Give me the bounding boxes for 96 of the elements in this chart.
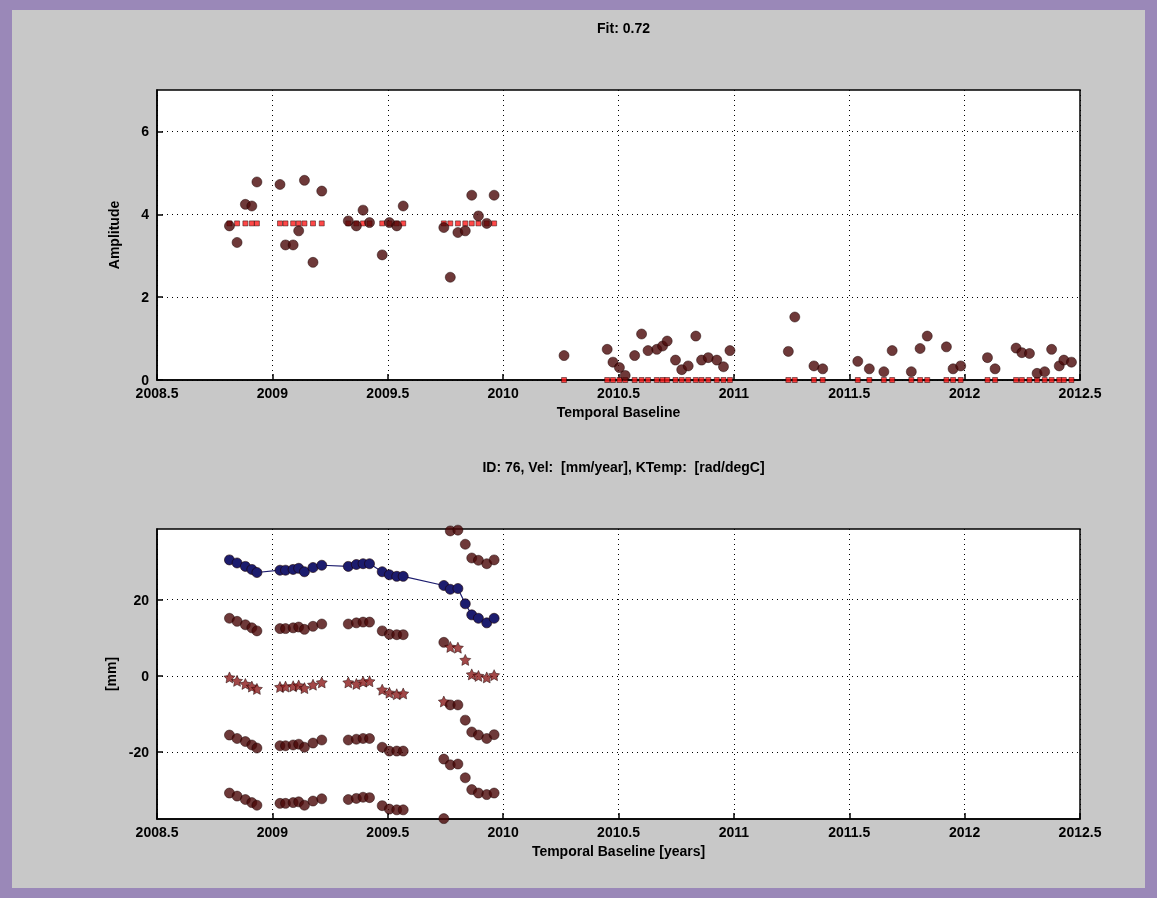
x-tick-label: 2010.5 <box>597 824 641 840</box>
point <box>231 675 243 687</box>
point <box>473 554 484 566</box>
point <box>452 524 464 536</box>
point <box>231 790 243 802</box>
point <box>488 554 500 566</box>
point <box>298 682 311 694</box>
point <box>452 758 464 770</box>
point <box>231 557 243 569</box>
point <box>251 683 263 695</box>
point <box>299 566 310 578</box>
point <box>438 813 450 824</box>
point <box>231 616 243 627</box>
point <box>251 567 263 578</box>
point <box>397 571 409 582</box>
x-tick-label: 2011.5 <box>828 385 871 401</box>
point <box>315 676 328 689</box>
point <box>307 678 319 691</box>
y-tick-label: -20 <box>128 744 150 761</box>
y-axis-title: Amplitude <box>106 200 122 270</box>
x-tick-label: 2009.5 <box>366 824 410 840</box>
point <box>299 741 310 753</box>
point <box>459 598 471 610</box>
point <box>307 621 319 632</box>
y-tick-label: 20 <box>133 591 150 608</box>
point <box>316 734 328 746</box>
x-tick-label: 2012 <box>949 385 981 401</box>
x-tick-label: 2008.5 <box>135 385 179 401</box>
x-tick-label: 2012 <box>949 824 981 840</box>
point <box>473 729 484 741</box>
point <box>488 787 500 799</box>
point <box>473 612 484 624</box>
point <box>224 787 235 799</box>
point <box>307 562 319 573</box>
point <box>299 799 310 811</box>
point <box>397 745 409 757</box>
point <box>364 733 375 744</box>
x-tick-label: 2012.5 <box>1058 385 1102 401</box>
point <box>299 624 310 635</box>
point <box>364 616 375 628</box>
x-tick-label: 2009 <box>256 824 289 840</box>
point <box>452 641 464 654</box>
point <box>224 729 235 741</box>
point <box>459 538 471 550</box>
point <box>307 795 319 807</box>
point <box>488 612 500 624</box>
x-tick-label: 2010 <box>487 824 519 840</box>
point <box>397 804 409 816</box>
point <box>307 737 319 749</box>
x-tick-label: 2008.5 <box>135 824 179 840</box>
point <box>452 699 464 711</box>
x-axis-title: Temporal Baseline <box>556 403 681 420</box>
point <box>363 675 376 688</box>
point <box>459 714 471 726</box>
point <box>251 799 263 811</box>
point <box>224 554 235 566</box>
y-tick-label: 2 <box>141 289 150 306</box>
point <box>452 583 464 594</box>
x-tick-label: 2012.5 <box>1058 824 1102 840</box>
point <box>438 637 450 648</box>
point <box>342 676 355 689</box>
x-tick-label: 2009.5 <box>366 385 410 401</box>
y-tick-label: 4 <box>141 206 150 223</box>
point <box>364 558 375 570</box>
point <box>231 733 243 744</box>
chart-title: ID: 76, Vel: [mm/year], KTemp: [rad/degC] <box>482 459 765 475</box>
y-tick-label: 0 <box>141 667 150 684</box>
point <box>397 687 410 700</box>
point <box>480 671 493 684</box>
point <box>316 618 328 630</box>
point <box>473 787 484 799</box>
point <box>224 612 235 624</box>
point <box>397 629 409 640</box>
y-axis-title: [mm] <box>102 656 119 692</box>
point <box>316 559 328 571</box>
x-axis-title: Temporal Baseline [years] <box>531 842 706 859</box>
point <box>223 671 236 684</box>
point <box>364 792 375 803</box>
point <box>481 617 493 629</box>
y-tick-label: 0 <box>141 372 150 388</box>
x-tick-label: 2011 <box>718 385 750 401</box>
x-tick-label: 2011.5 <box>828 824 871 840</box>
chart-title: Fit: 0.72 <box>597 20 651 36</box>
point <box>459 654 472 666</box>
point <box>488 669 500 681</box>
point <box>459 772 471 784</box>
x-tick-label: 2009 <box>256 385 289 401</box>
x-tick-label: 2010.5 <box>597 385 641 401</box>
x-tick-label: 2011 <box>718 824 750 840</box>
point <box>316 793 328 805</box>
point <box>488 729 500 740</box>
y-tick-label: 6 <box>141 123 150 140</box>
point <box>472 670 485 682</box>
point <box>251 742 263 754</box>
x-tick-label: 2010 <box>487 385 519 401</box>
point <box>251 625 263 637</box>
